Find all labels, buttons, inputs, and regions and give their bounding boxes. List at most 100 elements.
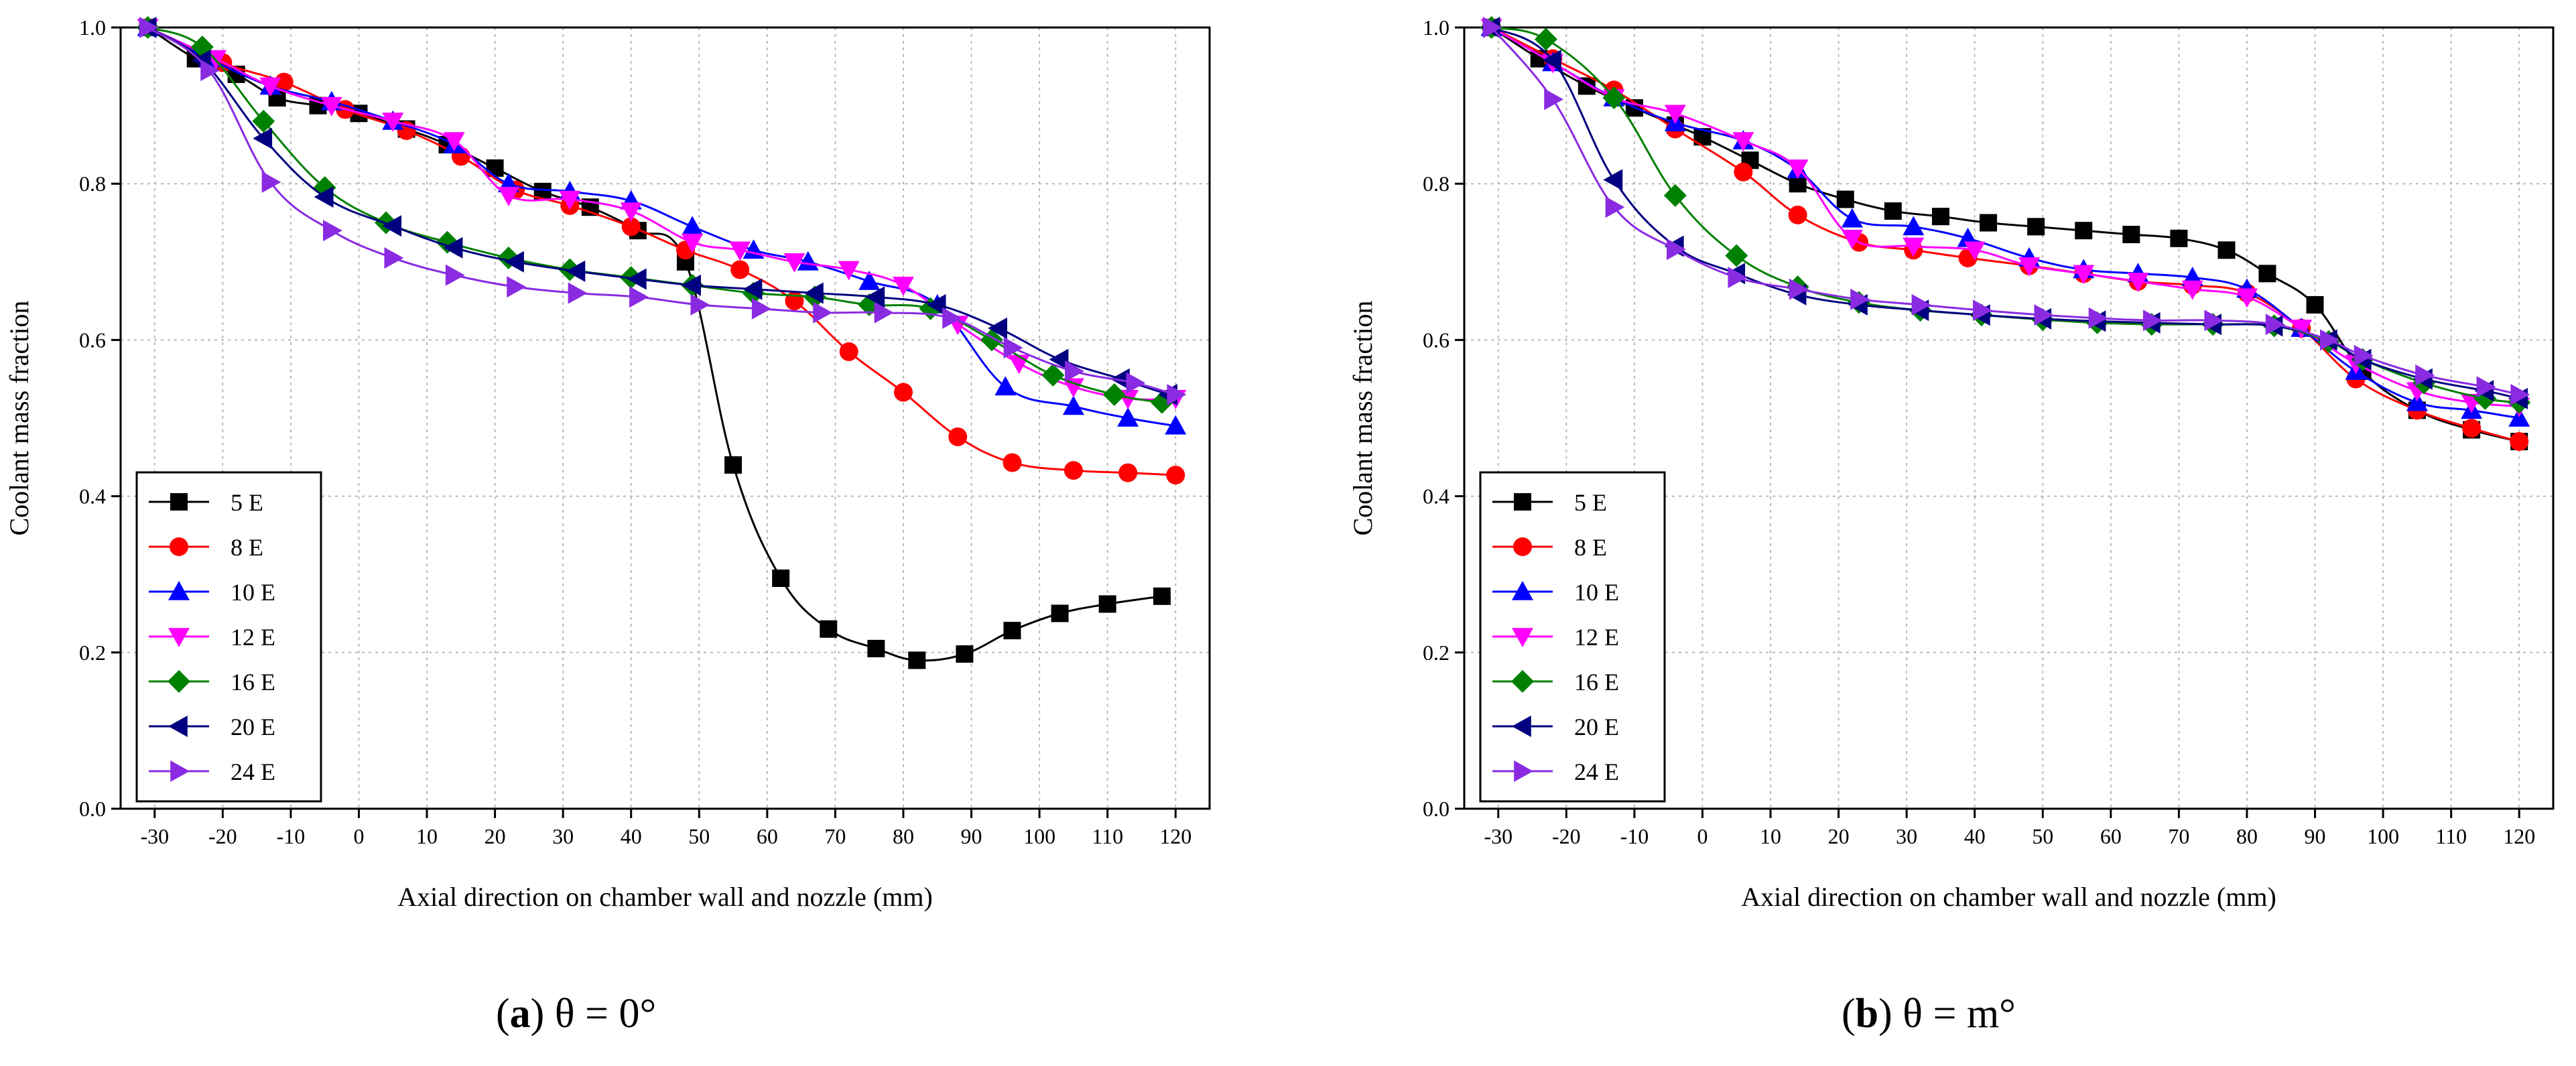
data-point <box>838 261 860 281</box>
data-point <box>2291 320 2313 339</box>
data-point <box>1903 216 1925 236</box>
series-24-e <box>1482 17 2530 406</box>
x-tick-label: 50 <box>688 824 710 848</box>
caption-b-letter: b <box>1855 991 1879 1037</box>
legend: 5 E 8 E 10 E 12 E 16 E 20 E 24 E <box>135 471 322 803</box>
data-point <box>2320 329 2339 351</box>
legend: 5 E 8 E 10 E 12 E 16 E 20 E 24 E <box>1479 471 1666 803</box>
data-point <box>1062 395 1084 415</box>
series-16-e <box>1480 16 2531 414</box>
data-point <box>1850 288 1870 310</box>
series-line <box>1490 26 2520 400</box>
plot-frame <box>1463 26 2555 810</box>
x-tick-label: 10 <box>416 824 438 848</box>
y-tick-label: 0.0 <box>1423 797 1450 821</box>
data-point <box>2027 218 2045 236</box>
data-point <box>1482 17 1502 38</box>
data-point <box>1167 384 1187 406</box>
y-axis-label: Coolant mass fraction <box>1348 300 1378 535</box>
data-point <box>2127 273 2149 292</box>
series-10-e <box>1480 17 2530 427</box>
data-point <box>253 127 273 149</box>
legend-label: 20 E <box>231 714 275 740</box>
data-point <box>839 342 858 361</box>
caption-b-body: θ = m° <box>1892 991 2016 1037</box>
data-point <box>1041 363 1065 387</box>
legend-label: 8 E <box>1574 534 1607 561</box>
data-point <box>1602 86 1626 109</box>
data-point <box>382 215 402 237</box>
data-point <box>729 241 751 261</box>
legend-marker <box>1513 537 1532 556</box>
data-point <box>1166 466 1185 485</box>
data-point <box>1003 453 1022 472</box>
x-tick-label: 30 <box>1896 824 1917 848</box>
data-point <box>320 96 342 117</box>
y-tick-label: 1.0 <box>79 15 106 40</box>
legend-marker <box>1514 493 1531 511</box>
data-point <box>1003 622 1021 640</box>
data-point <box>1728 267 1748 289</box>
chart-panel-a: -30 -20 -10 0 10 20 30 40 50 60 70 80 90 100 110 120 0.0… <box>4 15 1211 912</box>
data-point <box>682 216 704 236</box>
data-point <box>443 237 463 259</box>
x-tick-label: -20 <box>208 824 237 848</box>
data-point <box>443 132 465 152</box>
legend-marker <box>168 581 190 600</box>
series-24-e <box>139 17 1187 406</box>
data-point <box>772 570 790 588</box>
data-point <box>1542 49 1561 71</box>
data-point <box>682 274 701 296</box>
x-tick-label: 60 <box>2100 824 2122 848</box>
data-point <box>2217 241 2236 259</box>
data-point <box>820 620 838 638</box>
data-point <box>1102 383 1126 407</box>
y-tick-label: 0.8 <box>1423 172 1450 196</box>
data-point <box>1788 205 1807 224</box>
legend-label: 10 E <box>1574 579 1619 606</box>
data-point <box>314 186 334 208</box>
y-tick-label: 0.0 <box>79 797 106 821</box>
data-point <box>2510 384 2530 406</box>
data-point <box>1534 27 1557 51</box>
data-point <box>2170 229 2188 247</box>
data-point <box>1725 244 1748 267</box>
data-point <box>2204 310 2224 332</box>
series-5-e <box>1482 19 2528 450</box>
data-point <box>1664 105 1686 125</box>
legend-marker <box>170 537 188 556</box>
legend-marker <box>168 716 188 737</box>
data-point <box>1787 159 1809 179</box>
data-point <box>497 186 519 206</box>
y-tick-label: 0.4 <box>1423 484 1450 509</box>
data-point <box>1126 372 1146 394</box>
data-point <box>1098 595 1116 613</box>
data-point <box>751 297 771 320</box>
legend-label: 12 E <box>1574 624 1619 651</box>
data-point <box>505 251 524 273</box>
data-point <box>2018 257 2040 277</box>
data-point <box>629 286 649 308</box>
data-point <box>1732 132 1754 152</box>
x-tick-label: -10 <box>277 824 306 848</box>
data-point <box>2034 304 2054 326</box>
data-point <box>1117 407 1139 427</box>
data-point <box>2236 288 2258 308</box>
data-point <box>1110 368 1130 390</box>
data-point <box>1963 241 1986 261</box>
data-point <box>874 302 894 324</box>
legend-marker <box>1511 670 1534 693</box>
data-point <box>724 456 743 474</box>
data-point <box>797 251 819 271</box>
x-tick-label: -10 <box>1620 824 1649 848</box>
data-point <box>1064 461 1083 480</box>
data-point <box>1911 293 1931 316</box>
data-point <box>1008 354 1030 375</box>
y-tick-label: 0.2 <box>79 641 106 665</box>
data-point <box>948 427 968 446</box>
x-tick-label: 40 <box>1964 824 1986 848</box>
data-point <box>1980 214 1998 232</box>
x-tick-label: 30 <box>552 824 574 848</box>
data-point <box>858 270 881 290</box>
